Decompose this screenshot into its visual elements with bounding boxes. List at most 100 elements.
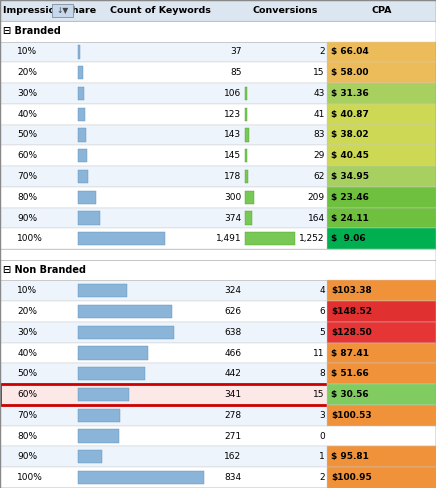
Bar bbox=[327, 301, 436, 322]
Bar bbox=[0, 83, 436, 104]
Bar bbox=[327, 447, 436, 467]
Text: $ 58.00: $ 58.00 bbox=[331, 68, 369, 77]
Text: 83: 83 bbox=[313, 130, 325, 140]
Bar bbox=[327, 104, 436, 124]
Bar bbox=[0, 260, 436, 280]
Text: 5: 5 bbox=[319, 328, 325, 337]
Text: 162: 162 bbox=[225, 452, 242, 461]
Text: $ 24.11: $ 24.11 bbox=[331, 214, 369, 223]
Text: 30%: 30% bbox=[17, 89, 37, 98]
Text: 60%: 60% bbox=[17, 390, 37, 399]
Bar bbox=[245, 149, 247, 163]
Text: $148.52: $148.52 bbox=[331, 307, 372, 316]
Bar bbox=[0, 426, 436, 447]
Text: 466: 466 bbox=[225, 348, 242, 358]
Text: $ 23.46: $ 23.46 bbox=[331, 193, 369, 202]
Text: 60%: 60% bbox=[17, 151, 37, 160]
Text: 145: 145 bbox=[225, 151, 242, 160]
Bar bbox=[78, 450, 102, 464]
Text: 100%: 100% bbox=[17, 234, 43, 244]
Bar bbox=[245, 107, 247, 121]
Text: 20%: 20% bbox=[17, 68, 37, 77]
Bar bbox=[0, 0, 436, 21]
Text: $ 40.87: $ 40.87 bbox=[331, 110, 369, 119]
Text: 834: 834 bbox=[225, 473, 242, 482]
Bar bbox=[78, 408, 120, 422]
Text: 80%: 80% bbox=[17, 431, 37, 441]
Bar bbox=[327, 124, 436, 145]
Text: 0: 0 bbox=[319, 431, 325, 441]
Bar bbox=[245, 128, 249, 142]
Bar bbox=[78, 429, 119, 443]
Text: CPA: CPA bbox=[371, 6, 392, 15]
Bar bbox=[0, 280, 436, 301]
Text: 15: 15 bbox=[313, 390, 325, 399]
Bar bbox=[78, 211, 100, 224]
Text: 278: 278 bbox=[225, 411, 242, 420]
Bar bbox=[327, 364, 436, 384]
Text: $103.38: $103.38 bbox=[331, 286, 372, 295]
Text: 2: 2 bbox=[319, 473, 325, 482]
Bar bbox=[245, 170, 248, 183]
Bar bbox=[327, 166, 436, 187]
Text: 20%: 20% bbox=[17, 307, 37, 316]
Bar bbox=[327, 405, 436, 426]
Text: 80%: 80% bbox=[17, 193, 37, 202]
Text: 164: 164 bbox=[308, 214, 325, 223]
Bar bbox=[78, 107, 85, 121]
Bar bbox=[245, 87, 247, 100]
Text: 62: 62 bbox=[313, 172, 325, 181]
Text: 11: 11 bbox=[313, 348, 325, 358]
Bar bbox=[0, 447, 436, 467]
Bar bbox=[0, 145, 436, 166]
Bar bbox=[0, 249, 436, 260]
Bar bbox=[78, 284, 127, 297]
Text: $ 34.95: $ 34.95 bbox=[331, 172, 369, 181]
Bar bbox=[327, 41, 436, 62]
Bar bbox=[78, 191, 95, 204]
Text: $100.53: $100.53 bbox=[331, 411, 372, 420]
Bar bbox=[0, 343, 436, 364]
Text: 8: 8 bbox=[319, 369, 325, 378]
Bar bbox=[78, 45, 80, 59]
Text: 85: 85 bbox=[230, 68, 242, 77]
Text: 106: 106 bbox=[224, 89, 242, 98]
Bar bbox=[0, 301, 436, 322]
Bar bbox=[327, 384, 436, 405]
Bar bbox=[245, 191, 254, 204]
Text: $ 40.45: $ 40.45 bbox=[331, 151, 369, 160]
Bar bbox=[327, 467, 436, 488]
Text: 50%: 50% bbox=[17, 130, 37, 140]
Text: Count of Keywords: Count of Keywords bbox=[110, 6, 211, 15]
Bar bbox=[327, 322, 436, 343]
Text: 3: 3 bbox=[319, 411, 325, 420]
Bar bbox=[78, 128, 86, 142]
Text: Impression Share: Impression Share bbox=[3, 6, 97, 15]
Text: 40%: 40% bbox=[17, 110, 37, 119]
Text: 324: 324 bbox=[225, 286, 242, 295]
Bar bbox=[245, 232, 295, 245]
Bar bbox=[78, 471, 204, 484]
Text: $128.50: $128.50 bbox=[331, 328, 372, 337]
Bar bbox=[0, 208, 436, 228]
Text: 1,252: 1,252 bbox=[300, 234, 325, 244]
Text: 341: 341 bbox=[225, 390, 242, 399]
Bar bbox=[78, 346, 148, 360]
Bar bbox=[0, 405, 436, 426]
Text: $  9.06: $ 9.06 bbox=[331, 234, 366, 244]
Text: $ 51.66: $ 51.66 bbox=[331, 369, 369, 378]
Text: 30%: 30% bbox=[17, 328, 37, 337]
Text: 123: 123 bbox=[225, 110, 242, 119]
Text: ↓▼: ↓▼ bbox=[57, 6, 69, 15]
Text: 70%: 70% bbox=[17, 411, 37, 420]
Text: ⊟ Branded: ⊟ Branded bbox=[3, 26, 61, 36]
Text: $100.95: $100.95 bbox=[331, 473, 372, 482]
Text: 43: 43 bbox=[313, 89, 325, 98]
Bar bbox=[327, 145, 436, 166]
Text: 1: 1 bbox=[319, 452, 325, 461]
Bar bbox=[327, 187, 436, 208]
Bar bbox=[0, 364, 436, 384]
Text: $ 31.36: $ 31.36 bbox=[331, 89, 369, 98]
Text: 29: 29 bbox=[313, 151, 325, 160]
Bar bbox=[78, 66, 83, 80]
